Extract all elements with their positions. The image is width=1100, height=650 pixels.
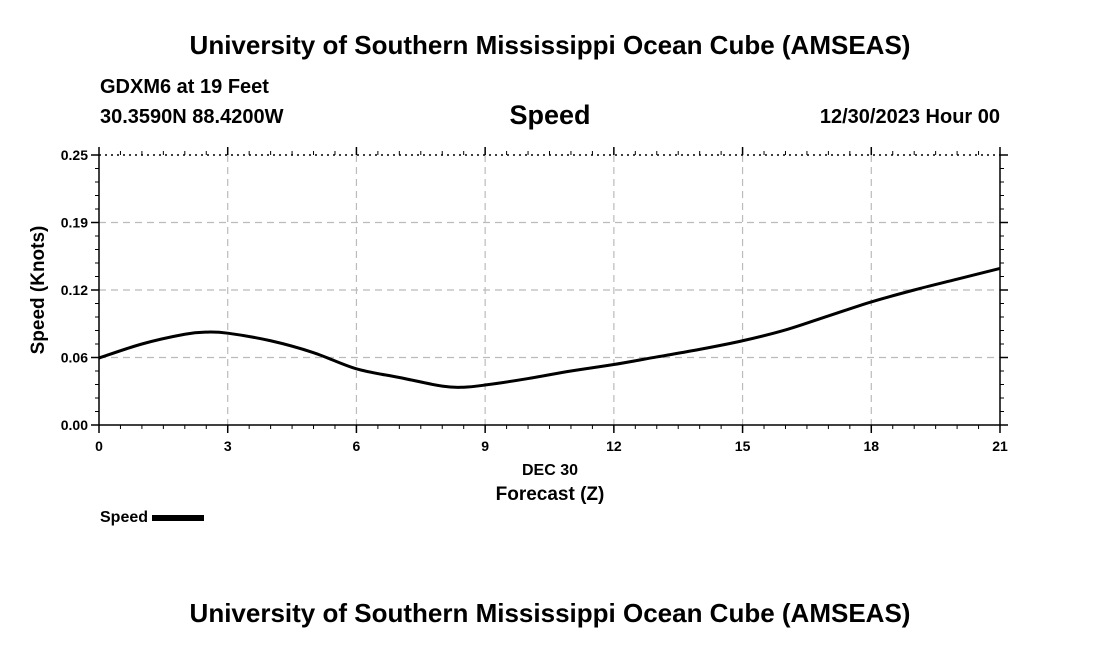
y-axis-label: Speed (Knots): [28, 226, 49, 355]
x-tick-label: 9: [481, 438, 489, 454]
y-tick-label: 0.19: [61, 215, 88, 231]
footer-title: University of Southern Mississippi Ocean…: [189, 598, 911, 628]
page-title: University of Southern Mississippi Ocean…: [189, 30, 911, 60]
forecast-datetime: 12/30/2023 Hour 00: [819, 106, 1000, 128]
x-tick-label: 0: [95, 438, 103, 454]
x-tick-label: 3: [224, 438, 232, 454]
y-tick-label: 0.00: [61, 417, 88, 433]
coordinates-label: 30.3590N 88.4200W: [100, 106, 284, 128]
y-tick-label: 0.25: [61, 147, 88, 163]
x-axis-sublabel: DEC 30: [522, 462, 578, 479]
station-label: GDXM6 at 19 Feet: [100, 76, 269, 98]
y-tick-label: 0.12: [61, 282, 88, 298]
x-tick-label: 6: [353, 438, 361, 454]
chart-title: Speed: [509, 100, 591, 130]
legend-swatch: [152, 515, 205, 521]
x-tick-label: 18: [863, 438, 879, 454]
legend: Speed: [100, 509, 205, 527]
x-tick-label: 15: [735, 438, 751, 454]
y-tick-label: 0.06: [61, 350, 88, 366]
x-tick-label: 12: [606, 438, 622, 454]
x-axis-label: Forecast (Z): [496, 484, 605, 505]
speed-series-line: [98, 266, 1001, 389]
x-tick-label: 21: [992, 438, 1008, 454]
legend-label: Speed: [100, 509, 149, 526]
